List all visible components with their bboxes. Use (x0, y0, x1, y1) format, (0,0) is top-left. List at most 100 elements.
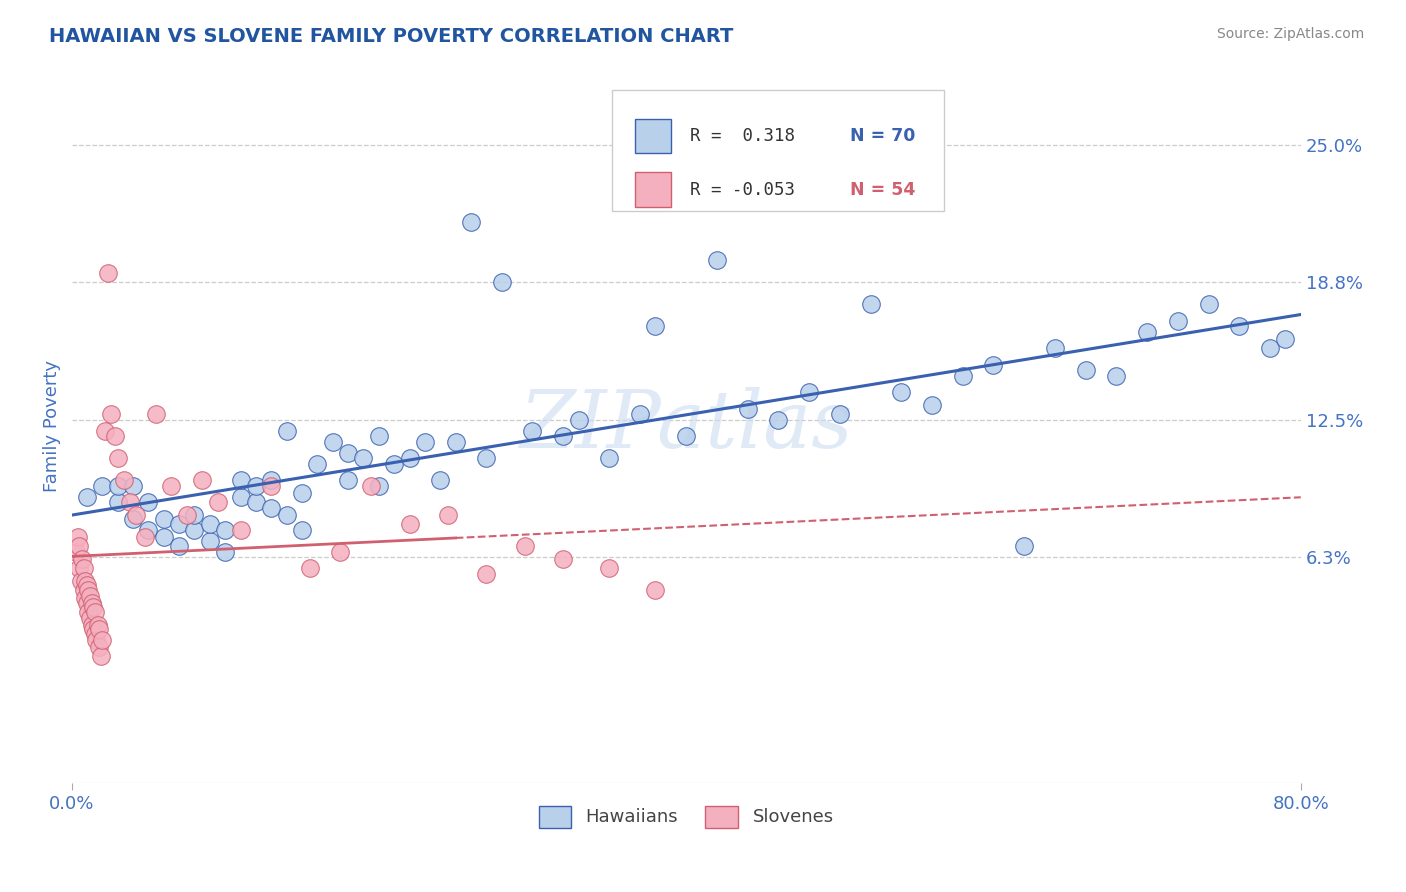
Point (598, 560, 620, 574)
Point (138, 523, 160, 537)
Point (644, 318, 666, 333)
Point (353, 450, 375, 465)
Point (84, 633, 107, 648)
Point (107, 494, 129, 508)
Point (553, 551, 575, 566)
Bar (613, 90, 945, 211)
Point (207, 494, 229, 508)
Point (214, 523, 236, 537)
Point (398, 516, 420, 531)
Point (79, 611, 101, 625)
Point (83, 626, 105, 640)
Point (122, 479, 145, 493)
Point (260, 473, 283, 487)
Point (80, 596, 103, 610)
Point (112, 473, 135, 487)
Text: HAWAIIAN VS SLOVENE FAMILY POVERTY CORRELATION CHART: HAWAIIAN VS SLOVENE FAMILY POVERTY CORRE… (49, 27, 734, 45)
Point (1074, 362, 1097, 376)
Point (598, 450, 620, 465)
Point (82, 622, 104, 636)
Point (322, 435, 344, 450)
Point (66, 530, 89, 544)
Point (367, 479, 389, 493)
Point (460, 215, 482, 229)
Point (73, 582, 96, 597)
Point (1227, 318, 1250, 333)
Point (706, 252, 728, 267)
Point (276, 424, 298, 438)
Point (191, 473, 214, 487)
Point (337, 446, 360, 460)
Point (67, 539, 90, 553)
Point (1043, 341, 1066, 355)
Point (298, 560, 321, 574)
Point (859, 297, 882, 311)
Point (952, 369, 974, 384)
Point (1167, 314, 1189, 328)
Point (176, 508, 198, 522)
Point (91, 633, 114, 648)
Text: N = 70: N = 70 (849, 128, 915, 145)
Point (245, 494, 267, 508)
Point (80, 617, 103, 632)
Point (444, 435, 467, 450)
Point (245, 479, 267, 493)
Point (67, 560, 90, 574)
Bar (634, 172, 672, 207)
Point (737, 402, 759, 417)
Point (152, 512, 174, 526)
Point (145, 407, 167, 421)
Point (513, 539, 536, 553)
Point (229, 490, 252, 504)
Point (568, 413, 591, 427)
Point (291, 523, 314, 537)
Point (94, 424, 117, 438)
Point (797, 384, 820, 399)
Point (152, 530, 174, 544)
Point (183, 523, 205, 537)
Point (260, 501, 283, 516)
Point (491, 275, 513, 289)
Point (65, 545, 87, 559)
Point (72, 551, 94, 566)
Point (82, 600, 104, 615)
Point (329, 545, 352, 559)
Point (921, 398, 943, 412)
Point (367, 428, 389, 442)
Point (134, 530, 156, 544)
Point (1012, 539, 1035, 553)
Point (83, 605, 105, 619)
Point (675, 428, 697, 442)
Point (97, 266, 120, 280)
Point (337, 473, 360, 487)
Point (1198, 297, 1220, 311)
Point (382, 457, 405, 471)
Point (398, 450, 420, 465)
Text: Source: ZipAtlas.com: Source: ZipAtlas.com (1216, 27, 1364, 41)
Legend: Hawaiians, Slovenes: Hawaiians, Slovenes (531, 798, 841, 835)
Point (553, 428, 575, 442)
Point (1105, 369, 1128, 384)
Point (260, 479, 283, 493)
Point (198, 516, 221, 531)
Point (76, 490, 98, 504)
Point (160, 479, 183, 493)
Point (167, 539, 190, 553)
Point (75, 574, 97, 588)
Point (429, 473, 451, 487)
Point (291, 486, 314, 500)
Point (76, 596, 98, 610)
Point (360, 479, 382, 493)
Point (118, 494, 141, 508)
Point (89, 640, 111, 654)
Text: N = 54: N = 54 (849, 180, 915, 199)
Point (75, 591, 97, 606)
Point (89, 622, 111, 636)
Point (475, 567, 498, 582)
Point (183, 508, 205, 522)
Point (122, 512, 145, 526)
Point (91, 479, 114, 493)
Point (107, 450, 129, 465)
Point (125, 508, 148, 522)
Point (90, 648, 112, 663)
